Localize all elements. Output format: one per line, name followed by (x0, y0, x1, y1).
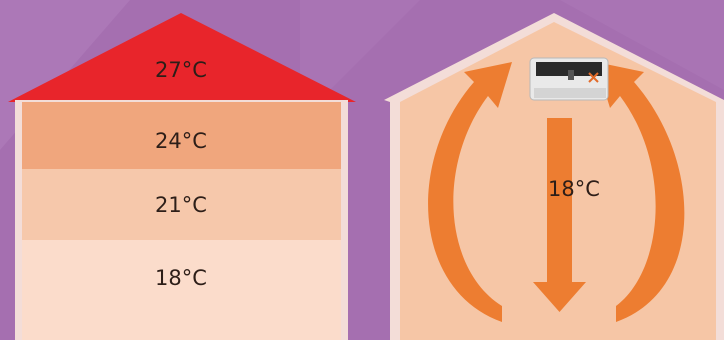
temp-label-roof: 27°C (155, 58, 207, 82)
airflow-down-arrow (533, 118, 586, 312)
temp-label-middle: 21°C (155, 193, 207, 217)
house-left-shape (8, 13, 356, 340)
circulation-arrow-left (428, 62, 512, 322)
house-right-shape (384, 13, 724, 340)
house-with-destratification: 18°C (384, 0, 724, 340)
temp-label-lower: 18°C (155, 266, 207, 290)
temp-label-upper: 24°C (155, 129, 207, 153)
zone-18 (22, 240, 341, 340)
house-without-destratification: 27°C 24°C 21°C 18°C (8, 13, 356, 340)
ceiling-heater-icon (529, 57, 609, 101)
zone-21 (22, 169, 341, 240)
zone-24 (22, 102, 341, 169)
roof-zone (8, 13, 356, 102)
temp-label-even: 18°C (548, 177, 600, 201)
circulation-arrow-right (596, 62, 685, 322)
